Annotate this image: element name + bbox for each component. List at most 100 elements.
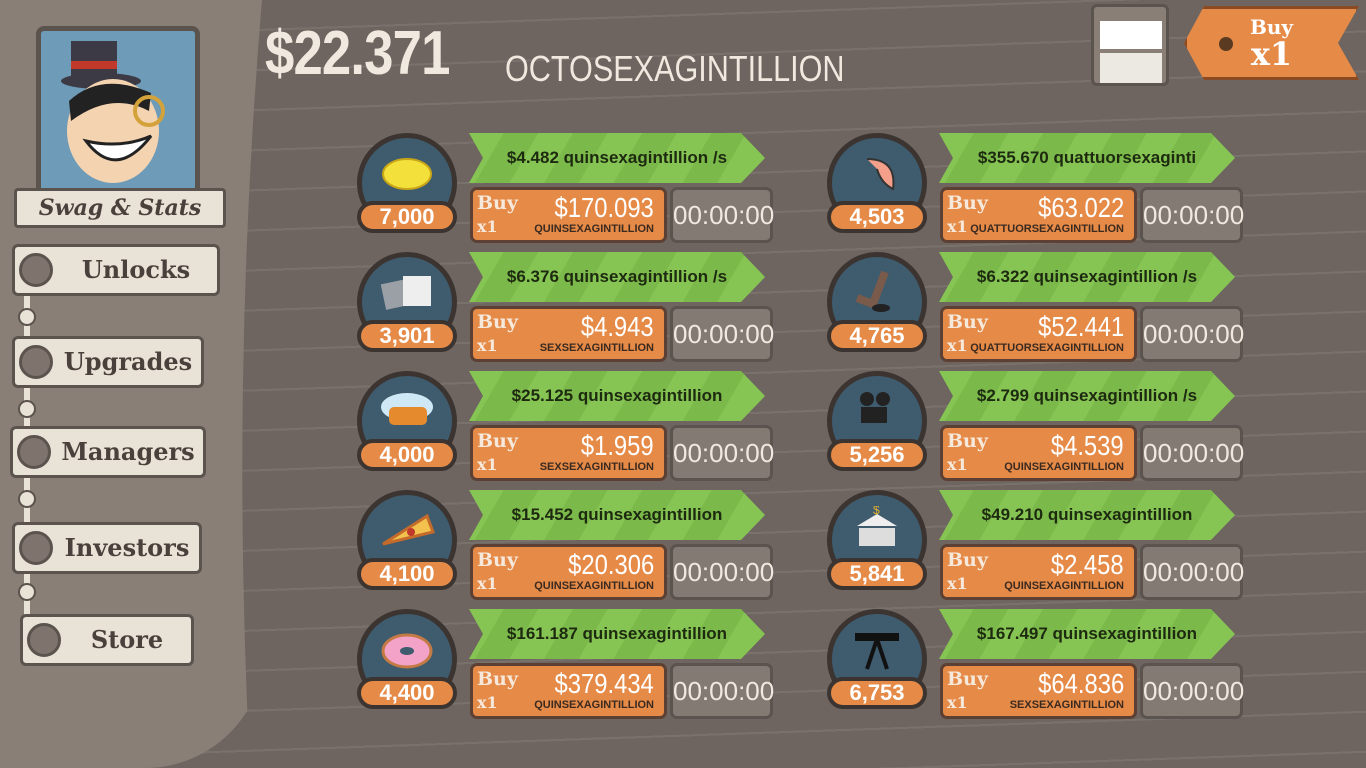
timer: 00:00:00	[1140, 306, 1244, 362]
revenue-bar[interactable]: $49.210 quinsexagintillion	[939, 490, 1235, 540]
business-card: $ 5,841 $49.210 quinsexagintillion Buy x…	[827, 490, 1247, 602]
buy-multiplier-value: x1	[1250, 35, 1293, 73]
timer: 00:00:00	[670, 544, 774, 600]
store-label: Store	[90, 625, 164, 654]
redacted-box	[1100, 21, 1162, 49]
buy-qty: x1	[947, 217, 968, 236]
buy-button[interactable]: Buy x1 $379.434 QUINSEXAGINTILLION	[470, 663, 667, 719]
investors-label: Investors	[64, 533, 190, 562]
buy-multiplier-label: Buy	[1249, 15, 1294, 39]
timer: 00:00:00	[670, 306, 774, 362]
chain-dot	[18, 308, 36, 326]
owned-count: 6,753	[827, 677, 927, 709]
price: $4.539	[1051, 430, 1124, 461]
revenue-bar[interactable]: $2.799 quinsexagintillion /s	[939, 371, 1235, 421]
chain-dot	[18, 490, 36, 508]
shrimp-icon	[866, 158, 895, 191]
hockey-icon	[855, 270, 890, 312]
avatar[interactable]	[36, 26, 200, 196]
tag-hole-icon	[1219, 37, 1233, 51]
chain-dot	[18, 583, 36, 601]
buy-label: Buy	[947, 311, 988, 333]
revenue-bar[interactable]: $167.497 quinsexagintillion	[939, 609, 1235, 659]
donut-icon	[381, 633, 433, 669]
price: $379.434	[554, 668, 654, 699]
owned-count: 4,400	[357, 677, 457, 709]
price-unit: SEXSEXAGINTILLION	[539, 342, 654, 354]
unlocks-button[interactable]: Unlocks	[12, 244, 220, 296]
redacted-box	[1100, 53, 1162, 83]
price: $52.441	[1037, 311, 1124, 342]
price: $20.306	[567, 549, 654, 580]
buy-label: Buy	[477, 311, 518, 333]
buy-button[interactable]: Buy x1 $2.458 QUINSEXAGINTILLION	[940, 544, 1137, 600]
buy-qty: x1	[477, 574, 498, 593]
buy-qty: x1	[477, 217, 498, 236]
knob-icon	[17, 435, 51, 469]
revenue-bar[interactable]: $15.452 quinsexagintillion	[469, 490, 765, 540]
knob-icon	[27, 623, 61, 657]
timer: 00:00:00	[1140, 544, 1244, 600]
lemon-icon	[382, 158, 432, 190]
buy-label: Buy	[947, 668, 988, 690]
price-unit: QUATTUORSEXAGINTILLION	[970, 342, 1124, 354]
buy-button[interactable]: Buy x1 $170.093 QUINSEXAGINTILLION	[470, 187, 667, 243]
timer: 00:00:00	[670, 425, 774, 481]
owned-count: 3,901	[357, 320, 457, 352]
buy-qty: x1	[947, 574, 968, 593]
timer: 00:00:00	[670, 187, 774, 243]
price-unit: QUINSEXAGINTILLION	[534, 223, 654, 235]
balance-amount: $22.371	[265, 19, 450, 88]
revenue-bar[interactable]: $4.482 quinsexagintillion /s	[469, 133, 765, 183]
owned-count: 4,503	[827, 201, 927, 233]
buy-qty: x1	[477, 455, 498, 474]
managers-button[interactable]: Managers	[10, 426, 206, 478]
price: $1.959	[581, 430, 654, 461]
buy-button[interactable]: Buy x1 $63.022 QUATTUORSEXAGINTILLION	[940, 187, 1137, 243]
price: $4.943	[581, 311, 654, 342]
profile-box[interactable]	[1091, 4, 1169, 86]
upgrades-button[interactable]: Upgrades	[12, 336, 204, 388]
buy-button[interactable]: Buy x1 $1.959 SEXSEXAGINTILLION	[470, 425, 667, 481]
price: $2.458	[1051, 549, 1124, 580]
buy-label: Buy	[947, 549, 988, 571]
revenue-bar[interactable]: $355.670 quattuorsexaginti	[939, 133, 1235, 183]
buy-button[interactable]: Buy x1 $52.441 QUATTUORSEXAGINTILLION	[940, 306, 1137, 362]
chain-dot	[18, 400, 36, 418]
buy-button[interactable]: Buy x1 $64.836 SEXSEXAGINTILLION	[940, 663, 1137, 719]
knob-icon	[19, 253, 53, 287]
price: $170.093	[554, 192, 654, 223]
price-unit: QUINSEXAGINTILLION	[534, 580, 654, 592]
revenue-bar[interactable]: $6.322 quinsexagintillion /s	[939, 252, 1235, 302]
buy-button[interactable]: Buy x1 $4.943 SEXSEXAGINTILLION	[470, 306, 667, 362]
price-unit: SEXSEXAGINTILLION	[539, 461, 654, 473]
business-card: 6,753 $167.497 quinsexagintillion Buy x1…	[827, 609, 1247, 721]
timer: 00:00:00	[1140, 187, 1244, 243]
business-card: 4,765 $6.322 quinsexagintillion /s Buy x…	[827, 252, 1247, 364]
business-card: 4,100 $15.452 quinsexagintillion Buy x1 …	[357, 490, 777, 602]
newspaper-icon	[380, 276, 431, 310]
knob-icon	[19, 345, 53, 379]
buy-label: Buy	[477, 549, 518, 571]
price-unit: SEXSEXAGINTILLION	[1009, 699, 1124, 711]
store-button[interactable]: Store	[20, 614, 194, 666]
investors-button[interactable]: Investors	[12, 522, 202, 574]
business-card: 4,000 $25.125 quinsexagintillion Buy x1 …	[357, 371, 777, 483]
svg-text:$: $	[873, 506, 880, 517]
unlocks-label: Unlocks	[81, 255, 191, 284]
business-card: 4,400 $161.187 quinsexagintillion Buy x1…	[357, 609, 777, 721]
revenue-bar[interactable]: $25.125 quinsexagintillion	[469, 371, 765, 421]
business-card: 5,256 $2.799 quinsexagintillion /s Buy x…	[827, 371, 1247, 483]
buy-button[interactable]: Buy x1 $20.306 QUINSEXAGINTILLION	[470, 544, 667, 600]
swag-and-stats-button[interactable]: Swag & Stats	[14, 188, 226, 228]
buy-button[interactable]: Buy x1 $4.539 QUINSEXAGINTILLION	[940, 425, 1137, 481]
revenue-bar[interactable]: $6.376 quinsexagintillion /s	[469, 252, 765, 302]
buy-label: Buy	[477, 192, 518, 214]
timer: 00:00:00	[1140, 663, 1244, 719]
revenue-bar[interactable]: $161.187 quinsexagintillion	[469, 609, 765, 659]
owned-count: 5,256	[827, 439, 927, 471]
balance-unit: OCTOSEXAGINTILLION	[505, 48, 845, 89]
buy-qty: x1	[947, 693, 968, 712]
owned-count: 4,100	[357, 558, 457, 590]
buy-multiplier-button[interactable]: Buy x1	[1184, 6, 1359, 80]
